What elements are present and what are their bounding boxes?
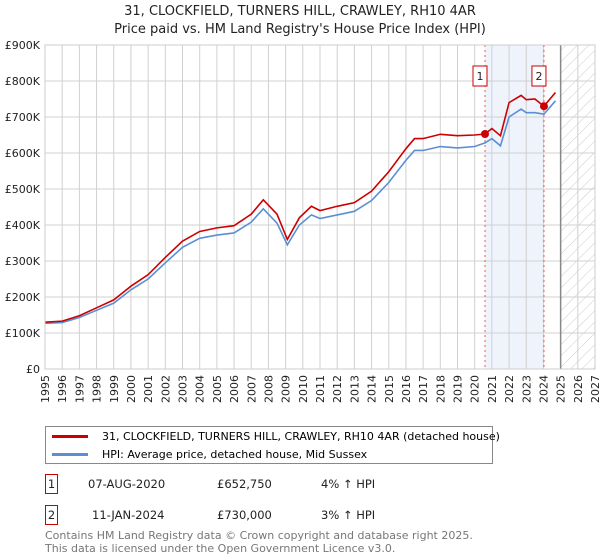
x-tick-label: 2009 (280, 375, 293, 403)
sale-row: 2 11-JAN-2024 £730,000 3% ↑ HPI (45, 505, 445, 525)
sale-label: 1 (477, 70, 484, 83)
x-tick-label: 2008 (262, 375, 275, 403)
x-tick-label: 2006 (228, 375, 241, 403)
x-tick-label: 1996 (56, 375, 69, 403)
x-tick-label: 2025 (555, 375, 568, 403)
x-tick-label: 2021 (486, 375, 499, 403)
x-tick-label: 2002 (159, 375, 172, 403)
x-tick-label: 2005 (211, 375, 224, 403)
series-line-property (44, 92, 557, 323)
y-tick-label: £800K (5, 75, 41, 88)
y-tick-label: £400K (5, 219, 41, 232)
sale-label-box (531, 65, 547, 87)
x-tick-label: 2018 (434, 375, 447, 403)
legend-item-property: 31, CLOCKFIELD, TURNERS HILL, CRAWLEY, R… (46, 428, 500, 444)
footer-line: This data is licensed under the Open Gov… (45, 542, 396, 555)
sale-price: £652,750 (217, 477, 272, 491)
x-tick-label: 2011 (314, 375, 327, 403)
x-tick-label: 2000 (125, 375, 138, 403)
series-line-hpi (44, 100, 557, 325)
legend-swatch-red (52, 434, 88, 438)
x-tick-label: 2020 (469, 375, 482, 403)
plot-border (44, 44, 596, 370)
plot-area: 1995 1996 1997 1998 1999 2000 2001 2002 2003 2004… (5, 39, 600, 403)
legend-item-hpi: HPI: Average price, detached house, Mid … (46, 446, 367, 462)
x-tick-label: 2026 (572, 375, 585, 403)
x-tick-label: 1998 (91, 375, 104, 403)
sale-price: £730,000 (217, 508, 272, 522)
x-tick-label: 2019 (452, 375, 465, 403)
x-tick-label: 2015 (383, 375, 396, 403)
sale-badge: 1 (45, 474, 58, 494)
x-tick-label: 2023 (520, 375, 533, 403)
x-tick-label: 1995 (39, 375, 52, 403)
x-tick-label: 2001 (142, 375, 155, 403)
x-tick-label: 2010 (297, 375, 310, 403)
chart-title: 31, CLOCKFIELD, TURNERS HILL, CRAWLEY, R… (124, 4, 476, 19)
x-tick-label: 1997 (73, 375, 86, 403)
y-tick-label: £100K (5, 327, 41, 340)
x-tick-label: 2022 (503, 375, 516, 403)
footer: Contains HM Land Registry data © Crown c… (45, 529, 473, 555)
legend-label: HPI: Average price, detached house, Mid … (102, 447, 368, 461)
legend-swatch-blue (52, 452, 88, 456)
sale-period-shade (485, 45, 544, 369)
y-tick-label: £0 (26, 363, 40, 376)
x-tick-label: 2014 (366, 375, 379, 403)
y-tick-label: £600K (5, 147, 41, 160)
x-tick-label: 2007 (245, 375, 258, 403)
x-tick-label: 2017 (417, 375, 430, 403)
x-tick-label: 1999 (108, 375, 121, 403)
x-tick-label: 2027 (589, 375, 600, 403)
sale-hpi: 4% ↑ HPI (321, 477, 376, 491)
sale-row: 1 07-AUG-2020 £652,750 4% ↑ HPI (45, 474, 445, 494)
sale-date: 07-AUG-2020 (88, 477, 166, 491)
x-tick-label: 2004 (194, 375, 207, 403)
sale-point (481, 130, 489, 139)
x-tick-label: 2016 (400, 375, 413, 403)
x-tick-label: 2012 (331, 375, 344, 403)
y-tick-label: £900K (5, 39, 41, 52)
x-tick-label: 2003 (177, 375, 190, 403)
x-tick-label: 2013 (348, 375, 361, 403)
sale-label-box (472, 65, 488, 87)
sale-hpi: 3% ↑ HPI (321, 508, 376, 522)
y-tick-label: £700K (5, 111, 41, 124)
legend: 31, CLOCKFIELD, TURNERS HILL, CRAWLEY, R… (45, 426, 500, 464)
footer-line: Contains HM Land Registry data © Crown c… (45, 529, 473, 542)
y-tick-label: £500K (5, 183, 41, 196)
sale-point (539, 102, 548, 111)
chart-subtitle: Price paid vs. HM Land Registry's House … (114, 22, 486, 37)
sale-label: 2 (535, 70, 542, 83)
legend-label: 31, CLOCKFIELD, TURNERS HILL, CRAWLEY, R… (102, 429, 500, 443)
y-tick-label: £200K (5, 291, 41, 304)
sale-date: 11-JAN-2024 (92, 508, 165, 522)
y-tick-label: £300K (5, 255, 41, 268)
x-tick-label: 2024 (537, 375, 550, 403)
sale-badge: 2 (45, 505, 58, 525)
